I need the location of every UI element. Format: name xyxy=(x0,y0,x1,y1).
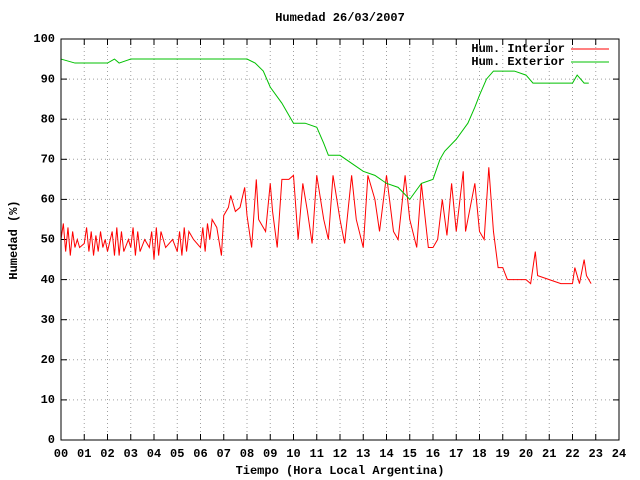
x-tick-label: 23 xyxy=(589,447,603,461)
y-tick-label: 80 xyxy=(41,112,55,126)
legend-label: Hum. Exterior xyxy=(471,55,565,69)
y-tick-label: 20 xyxy=(41,353,55,367)
y-tick-label: 50 xyxy=(41,233,55,247)
legend-label: Hum. Interior xyxy=(471,42,565,56)
y-tick-label: 0 xyxy=(48,433,55,447)
x-tick-label: 19 xyxy=(496,447,510,461)
x-tick-label: 00 xyxy=(54,447,68,461)
y-tick-label: 30 xyxy=(41,313,55,327)
x-tick-label: 06 xyxy=(193,447,207,461)
data-line xyxy=(60,58,589,201)
x-tick-label: 02 xyxy=(100,447,114,461)
x-tick-label: 15 xyxy=(403,447,417,461)
x-tick-label: 20 xyxy=(519,447,533,461)
y-tick-label: 90 xyxy=(41,72,55,86)
x-tick-label: 13 xyxy=(356,447,370,461)
x-tick-label: 08 xyxy=(240,447,254,461)
x-tick-label: 21 xyxy=(542,447,556,461)
chart-title: Humedad 26/03/2007 xyxy=(275,11,405,25)
x-tick-label: 17 xyxy=(449,447,463,461)
x-axis-label: Tiempo (Hora Local Argentina) xyxy=(236,464,445,478)
x-tick-label: 18 xyxy=(472,447,486,461)
x-tick-label: 10 xyxy=(286,447,300,461)
x-tick-label: 11 xyxy=(310,447,324,461)
y-tick-label: 40 xyxy=(41,273,55,287)
x-tick-label: 07 xyxy=(217,447,231,461)
x-tick-label: 14 xyxy=(379,447,393,461)
y-tick-label: 10 xyxy=(41,393,55,407)
data-line xyxy=(60,167,592,285)
x-tick-label: 12 xyxy=(333,447,347,461)
x-tick-label: 04 xyxy=(147,447,161,461)
x-tick-label: 05 xyxy=(170,447,184,461)
x-tick-label: 01 xyxy=(77,447,91,461)
x-tick-label: 09 xyxy=(263,447,277,461)
y-axis-label: Humedad (%) xyxy=(7,200,21,279)
y-tick-label: 100 xyxy=(33,32,55,46)
y-tick-label: 70 xyxy=(41,152,55,166)
y-tick-label: 60 xyxy=(41,193,55,207)
plot-frame xyxy=(60,38,620,441)
x-tick-label: 16 xyxy=(426,447,440,461)
x-tick-label: 24 xyxy=(612,447,626,461)
x-tick-label: 22 xyxy=(565,447,579,461)
x-tick-label: 03 xyxy=(124,447,138,461)
